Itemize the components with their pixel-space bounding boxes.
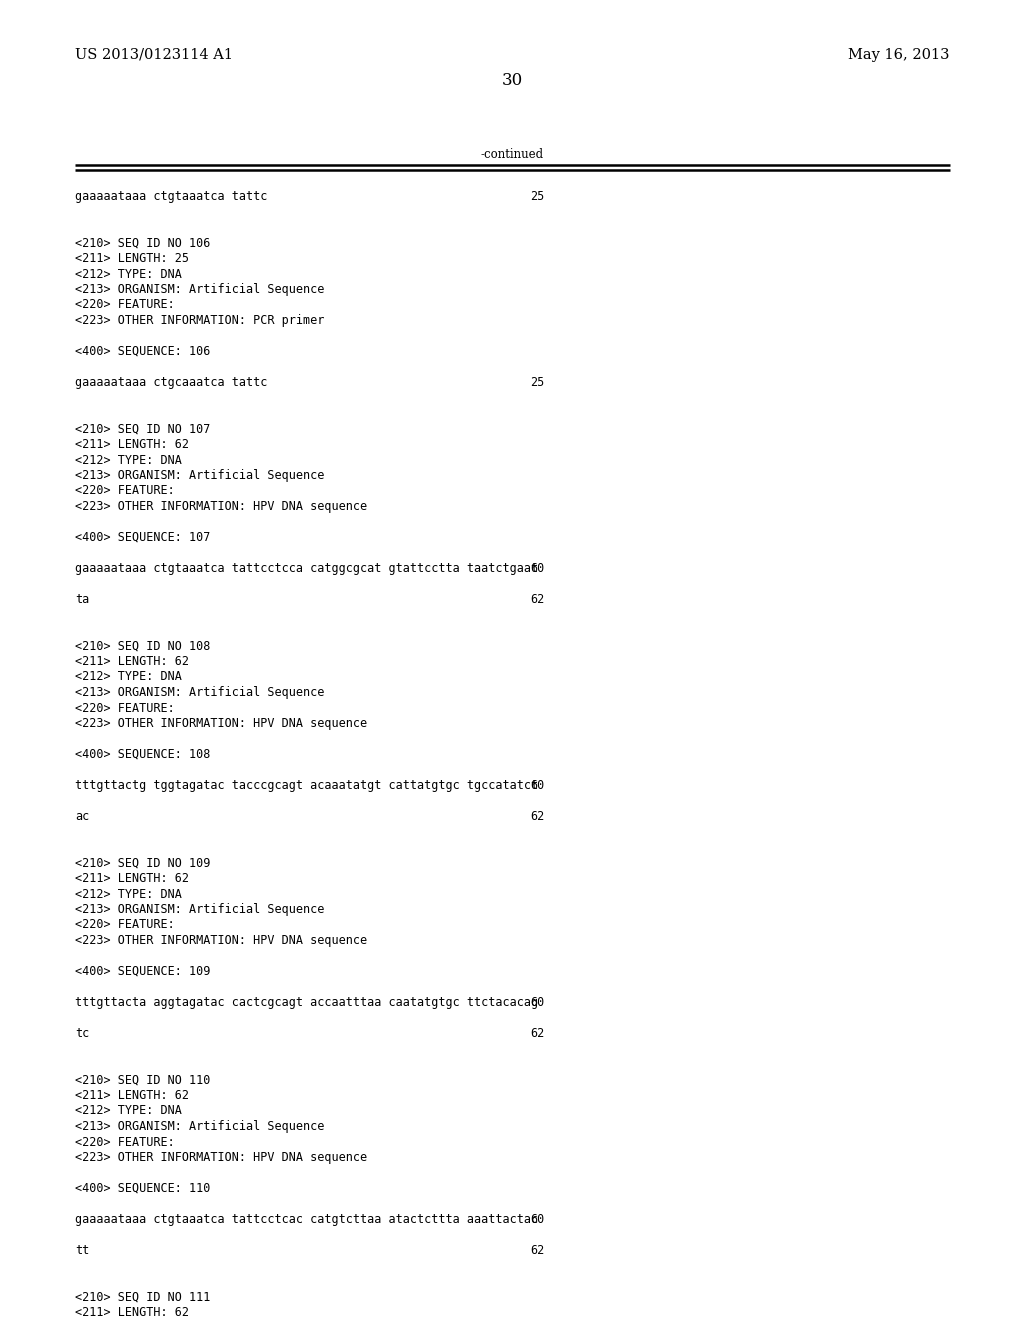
Text: <212> TYPE: DNA: <212> TYPE: DNA [75, 671, 182, 684]
Text: <211> LENGTH: 62: <211> LENGTH: 62 [75, 655, 189, 668]
Text: 62: 62 [530, 593, 544, 606]
Text: <213> ORGANISM: Artificial Sequence: <213> ORGANISM: Artificial Sequence [75, 1119, 325, 1133]
Text: 60: 60 [530, 562, 544, 576]
Text: <212> TYPE: DNA: <212> TYPE: DNA [75, 454, 182, 466]
Text: <223> OTHER INFORMATION: HPV DNA sequence: <223> OTHER INFORMATION: HPV DNA sequenc… [75, 935, 368, 946]
Text: 60: 60 [530, 1213, 544, 1226]
Text: <211> LENGTH: 25: <211> LENGTH: 25 [75, 252, 189, 265]
Text: <212> TYPE: DNA: <212> TYPE: DNA [75, 887, 182, 900]
Text: ac: ac [75, 810, 89, 822]
Text: gaaaaataaa ctgcaaatca tattc: gaaaaataaa ctgcaaatca tattc [75, 376, 267, 389]
Text: <210> SEQ ID NO 109: <210> SEQ ID NO 109 [75, 857, 210, 870]
Text: -continued: -continued [480, 148, 544, 161]
Text: <400> SEQUENCE: 110: <400> SEQUENCE: 110 [75, 1181, 210, 1195]
Text: US 2013/0123114 A1: US 2013/0123114 A1 [75, 48, 233, 62]
Text: <400> SEQUENCE: 106: <400> SEQUENCE: 106 [75, 345, 210, 358]
Text: gaaaaataaa ctgtaaatca tattc: gaaaaataaa ctgtaaatca tattc [75, 190, 267, 203]
Text: <220> FEATURE:: <220> FEATURE: [75, 298, 175, 312]
Text: <223> OTHER INFORMATION: HPV DNA sequence: <223> OTHER INFORMATION: HPV DNA sequenc… [75, 717, 368, 730]
Text: tt: tt [75, 1243, 89, 1257]
Text: <211> LENGTH: 62: <211> LENGTH: 62 [75, 1089, 189, 1102]
Text: <210> SEQ ID NO 106: <210> SEQ ID NO 106 [75, 236, 210, 249]
Text: <220> FEATURE:: <220> FEATURE: [75, 1135, 175, 1148]
Text: 30: 30 [502, 73, 522, 88]
Text: 62: 62 [530, 810, 544, 822]
Text: tc: tc [75, 1027, 89, 1040]
Text: <220> FEATURE:: <220> FEATURE: [75, 484, 175, 498]
Text: <223> OTHER INFORMATION: HPV DNA sequence: <223> OTHER INFORMATION: HPV DNA sequenc… [75, 1151, 368, 1164]
Text: 60: 60 [530, 779, 544, 792]
Text: <211> LENGTH: 62: <211> LENGTH: 62 [75, 1305, 189, 1319]
Text: 25: 25 [530, 190, 544, 203]
Text: <212> TYPE: DNA: <212> TYPE: DNA [75, 1105, 182, 1118]
Text: <400> SEQUENCE: 109: <400> SEQUENCE: 109 [75, 965, 210, 978]
Text: <210> SEQ ID NO 107: <210> SEQ ID NO 107 [75, 422, 210, 436]
Text: <213> ORGANISM: Artificial Sequence: <213> ORGANISM: Artificial Sequence [75, 282, 325, 296]
Text: <400> SEQUENCE: 108: <400> SEQUENCE: 108 [75, 748, 210, 762]
Text: <210> SEQ ID NO 111: <210> SEQ ID NO 111 [75, 1291, 210, 1304]
Text: <213> ORGANISM: Artificial Sequence: <213> ORGANISM: Artificial Sequence [75, 903, 325, 916]
Text: <210> SEQ ID NO 108: <210> SEQ ID NO 108 [75, 639, 210, 652]
Text: <211> LENGTH: 62: <211> LENGTH: 62 [75, 873, 189, 884]
Text: gaaaaataaa ctgtaaatca tattcctcca catggcgcat gtattcctta taatctgaat: gaaaaataaa ctgtaaatca tattcctcca catggcg… [75, 562, 539, 576]
Text: <400> SEQUENCE: 107: <400> SEQUENCE: 107 [75, 531, 210, 544]
Text: <211> LENGTH: 62: <211> LENGTH: 62 [75, 438, 189, 451]
Text: 62: 62 [530, 1243, 544, 1257]
Text: tttgttactg tggtagatac tacccgcagt acaaatatgt cattatgtgc tgccatatct: tttgttactg tggtagatac tacccgcagt acaaata… [75, 779, 539, 792]
Text: <212> TYPE: DNA: <212> TYPE: DNA [75, 268, 182, 281]
Text: gaaaaataaa ctgtaaatca tattcctcac catgtcttaa atactcttta aaattactac: gaaaaataaa ctgtaaatca tattcctcac catgtct… [75, 1213, 539, 1226]
Text: ta: ta [75, 593, 89, 606]
Text: <213> ORGANISM: Artificial Sequence: <213> ORGANISM: Artificial Sequence [75, 469, 325, 482]
Text: <223> OTHER INFORMATION: PCR primer: <223> OTHER INFORMATION: PCR primer [75, 314, 325, 327]
Text: 62: 62 [530, 1027, 544, 1040]
Text: <213> ORGANISM: Artificial Sequence: <213> ORGANISM: Artificial Sequence [75, 686, 325, 700]
Text: <220> FEATURE:: <220> FEATURE: [75, 919, 175, 932]
Text: 25: 25 [530, 376, 544, 389]
Text: <210> SEQ ID NO 110: <210> SEQ ID NO 110 [75, 1073, 210, 1086]
Text: May 16, 2013: May 16, 2013 [849, 48, 950, 62]
Text: <223> OTHER INFORMATION: HPV DNA sequence: <223> OTHER INFORMATION: HPV DNA sequenc… [75, 500, 368, 513]
Text: tttgttacta aggtagatac cactcgcagt accaatttaa caatatgtgc ttctacacag: tttgttacta aggtagatac cactcgcagt accaatt… [75, 997, 539, 1008]
Text: 60: 60 [530, 997, 544, 1008]
Text: <220> FEATURE:: <220> FEATURE: [75, 701, 175, 714]
